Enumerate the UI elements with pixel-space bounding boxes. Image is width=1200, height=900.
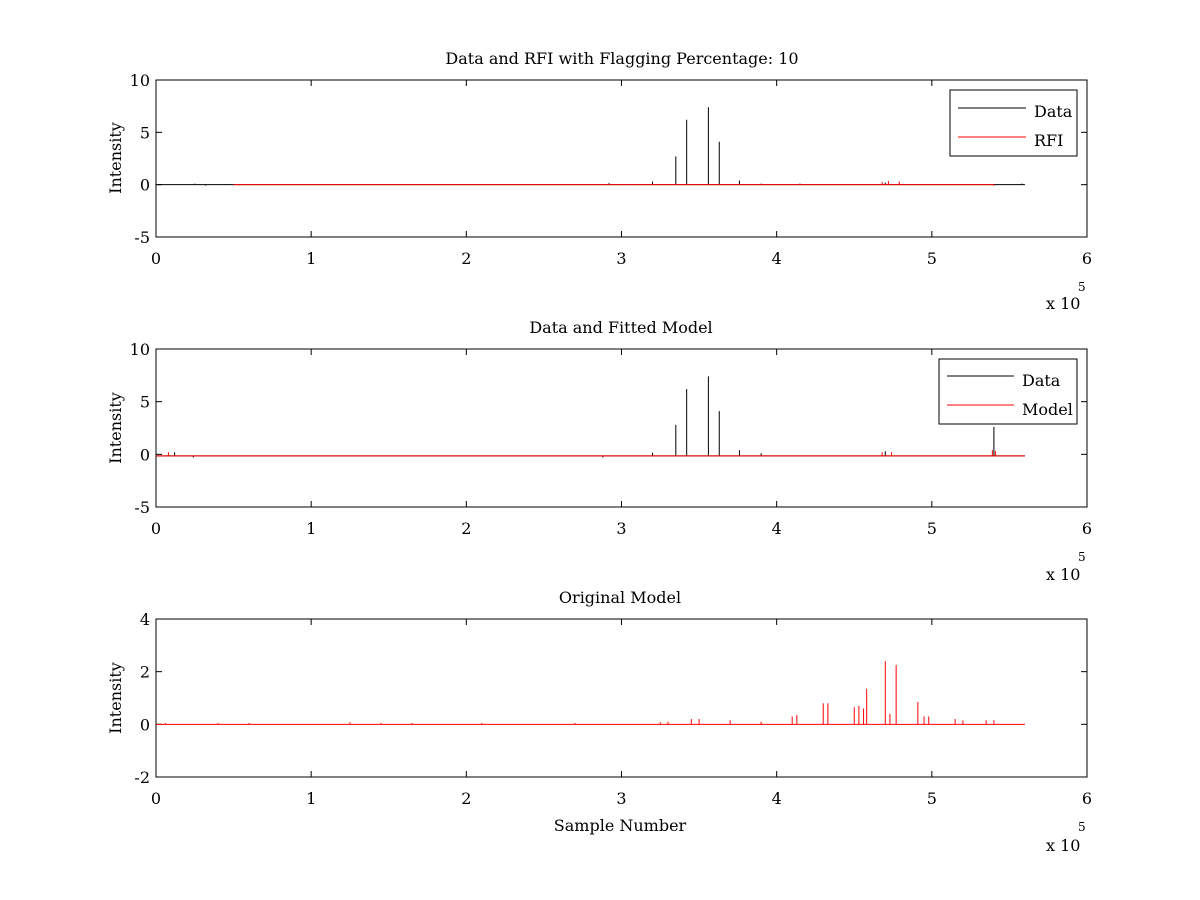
subplot-1-ytick-label: 5 xyxy=(140,123,150,142)
subplot-2-legend-box xyxy=(938,358,1078,425)
subplot-2-ytick-label: 0 xyxy=(140,445,150,464)
subplot-3-xtick-label: 4 xyxy=(772,789,782,808)
subplot-3-ytick-label: -2 xyxy=(134,768,150,787)
subplot-2-ytick-label: -5 xyxy=(134,498,150,517)
subplot-1-xtick-label: 6 xyxy=(1082,249,1092,268)
subplot-1-legend: Data RFI xyxy=(949,89,1078,157)
subplot-1-xtick-label: 5 xyxy=(927,249,937,268)
subplot-2-xtick-label: 5 xyxy=(927,519,937,538)
subplot-1-ytick-label: -5 xyxy=(134,228,150,247)
subplot-3-title: Original Model xyxy=(559,588,681,607)
subplot-1-xtick-label: 3 xyxy=(616,249,626,268)
subplot-2-xtick-label: 6 xyxy=(1082,519,1092,538)
subplot-1-multiplier-base: x 10 xyxy=(1046,294,1080,313)
subplot-3: Original Model Intensity Sample Number x… xyxy=(106,588,1092,855)
subplot-1-xtick-label: 2 xyxy=(461,249,471,268)
subplot-3-multiplier-base: x 10 xyxy=(1046,836,1080,855)
subplot-1-xtick-label: 4 xyxy=(772,249,782,268)
subplot-2-xtick-label: 2 xyxy=(461,519,471,538)
subplot-2-xtick-label: 1 xyxy=(306,519,316,538)
subplot-3-ytick-label: 2 xyxy=(140,663,150,682)
subplot-2: Data and Fitted Model Intensity x 10 5 0… xyxy=(106,318,1092,584)
subplot-2-xtick-label: 3 xyxy=(616,519,626,538)
subplot-3-xtick-label: 2 xyxy=(461,789,471,808)
subplot-3-xtick-label: 1 xyxy=(306,789,316,808)
subplot-3-ytick-label: 0 xyxy=(140,715,150,734)
subplot-3-xlabel: Sample Number xyxy=(554,816,687,835)
subplot-3-ytick-label: 4 xyxy=(140,610,150,629)
subplot-2-multiplier-base: x 10 xyxy=(1046,565,1080,584)
subplot-3-xtick-label: 3 xyxy=(616,789,626,808)
subplot-2-title: Data and Fitted Model xyxy=(529,318,712,337)
subplot-2-legend-label-data: Data xyxy=(1022,371,1061,390)
subplot-1-ytick-label: 0 xyxy=(140,176,150,195)
subplot-1-xtick-label: 0 xyxy=(151,249,161,268)
subplot-2-xtick-label: 0 xyxy=(151,519,161,538)
subplot-1-ylabel: Intensity xyxy=(106,122,125,194)
subplot-3-multiplier-exponent: 5 xyxy=(1078,820,1086,834)
subplot-2-ytick-label: 10 xyxy=(130,340,150,359)
subplot-3-xtick-label: 6 xyxy=(1082,789,1092,808)
subplot-3-xtick-label: 5 xyxy=(927,789,937,808)
subplot-1-legend-label-rfi: RFI xyxy=(1034,131,1063,150)
subplot-1-multiplier-exponent: 5 xyxy=(1078,280,1086,294)
subplot-1: Data and RFI with Flagging Percentage: 1… xyxy=(106,49,1092,313)
subplot-2-ytick-label: 5 xyxy=(140,393,150,412)
subplot-2-ylabel: Intensity xyxy=(106,392,125,464)
subplot-2-legend-label-model: Model xyxy=(1022,400,1073,419)
subplot-1-legend-box xyxy=(949,89,1078,157)
subplot-2-xtick-label: 4 xyxy=(772,519,782,538)
subplot-2-multiplier-exponent: 5 xyxy=(1078,550,1086,564)
subplot-2-legend: Data Model xyxy=(938,358,1078,425)
subplot-1-title: Data and RFI with Flagging Percentage: 1… xyxy=(445,49,798,68)
subplot-3-xtick-label: 0 xyxy=(151,789,161,808)
subplot-3-ylabel: Intensity xyxy=(106,662,125,734)
subplot-1-legend-label-data: Data xyxy=(1034,102,1073,121)
subplot-1-ytick-label: 10 xyxy=(130,71,150,90)
subplot-1-xtick-label: 1 xyxy=(306,249,316,268)
